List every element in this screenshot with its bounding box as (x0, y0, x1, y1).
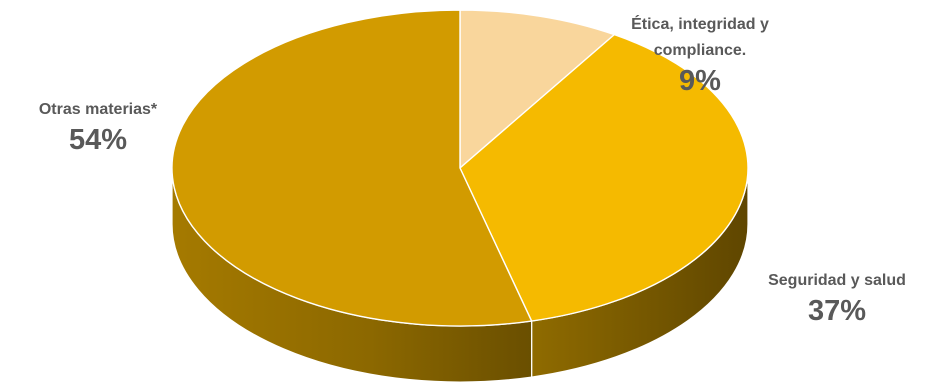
slice-label-etica: Ética, integridad y compliance. 9% (590, 12, 810, 98)
slice-label-otras: Otras materias* 54% (8, 97, 188, 157)
slice-value-etica: 9% (679, 65, 721, 97)
slice-value-seguridad: 37% (807, 295, 867, 327)
slice-seguridad (459, 33, 749, 322)
slice-category-seguridad: Seguridad y salud (768, 272, 906, 289)
pie-top-faces (171, 9, 749, 327)
slice-otras (171, 9, 533, 327)
slice-etica (459, 9, 616, 169)
slice-category-etica: Ética, integridad y compliance. (631, 16, 769, 59)
slice-label-seguridad: Seguridad y salud 37% (742, 268, 928, 328)
slice-category-otras: Otras materias* (38, 101, 158, 118)
slice-value-otras: 54% (68, 124, 128, 156)
